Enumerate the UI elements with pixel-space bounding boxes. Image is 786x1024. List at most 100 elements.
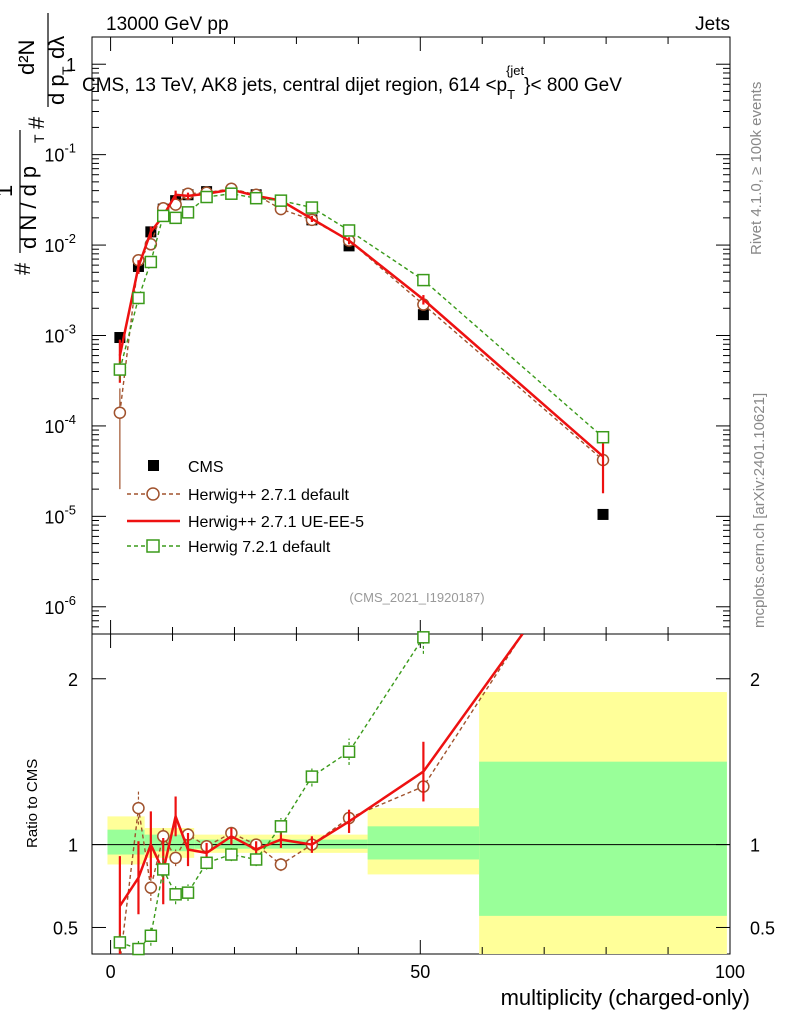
ratio-herwig-pp-default-point — [169, 851, 182, 865]
y-tick-label: 10-4 — [44, 412, 76, 437]
herwig-721-point — [132, 291, 145, 305]
ratio-series-2 — [113, 631, 430, 956]
x-tick-label: 100 — [715, 962, 745, 982]
ratio-herwig-721-point — [200, 856, 213, 870]
ratio-y-tick-label-right: 2 — [750, 670, 760, 690]
header-left: 13000 GeV pp — [106, 14, 229, 35]
ratio-herwig-721-point — [132, 942, 145, 956]
main-axes: 10-6 10-5 10-4 10-3 10-2 10-1 1 — [44, 37, 731, 635]
legend-herwig-pp-ueee5-label: Herwig++ 2.7.1 UE-EE-5 — [188, 514, 364, 531]
series-2 — [118, 187, 605, 494]
ratio-y-tick-label-right: 0.5 — [750, 918, 775, 938]
x-tick-label: 50 — [410, 962, 430, 982]
ratio-herwig-721-point — [225, 848, 238, 861]
herwig-721-point — [200, 190, 213, 204]
svg-text:T: T — [59, 66, 75, 75]
svg-text:d²N: d²N — [14, 40, 39, 75]
mcplots-caption: mcplots.cern.ch [arXiv:2401.10621] — [751, 393, 768, 628]
ratio-herwig-721-point — [156, 863, 170, 876]
ratio-series-line — [120, 634, 524, 954]
ratio-herwig-pp-default-point — [132, 801, 145, 815]
uncertainty-band-inner — [367, 826, 480, 860]
main-y-axis-label: # d N / d p T 1 # d p T dλ d²N — [0, 13, 75, 275]
ratio-bands — [92, 692, 730, 954]
ratio-series — [113, 631, 524, 956]
series-line — [119, 187, 604, 461]
legend-item-herwig-721: Herwig 7.2.1 default — [127, 539, 331, 556]
y-tick-label: 10-5 — [44, 502, 76, 527]
x-tick-label: 0 — [106, 962, 116, 982]
ratio-y-tick-label-right: 1 — [750, 836, 760, 856]
cms-data-point — [597, 508, 609, 520]
svg-text:#: # — [10, 262, 35, 275]
ratio-series-1 — [118, 634, 524, 954]
svg-text:dλ: dλ — [44, 36, 69, 59]
legend-herwig-721-label: Herwig 7.2.1 default — [188, 539, 331, 556]
herwig-721-point — [305, 201, 319, 214]
series-1 — [113, 182, 610, 490]
series-line — [119, 192, 604, 438]
ratio-herwig-721-point — [417, 631, 430, 644]
legend: CMS Herwig++ 2.7.1 default Herwig++ 2.7.… — [127, 459, 364, 556]
legend-herwig-pp-default-marker — [146, 487, 160, 501]
series-line — [118, 188, 604, 458]
y-tick-label: 10-6 — [44, 593, 76, 618]
legend-item-cms: CMS — [148, 459, 224, 476]
main-series — [113, 182, 610, 520]
cms-data-point — [114, 332, 126, 344]
y-tick-label: 1 — [66, 55, 76, 75]
ratio-series-0 — [120, 634, 524, 954]
ratio-series-line — [119, 636, 424, 950]
ratio-y-tick-label-left: 0.5 — [53, 918, 78, 938]
ratio-herwig-721-point — [181, 886, 195, 899]
series-3 — [113, 187, 610, 444]
ratio-herwig-721-point — [113, 936, 127, 949]
herwig-721-point — [417, 273, 430, 287]
ratio-herwig-721-point — [305, 770, 319, 783]
ratio-herwig-721-point — [169, 888, 182, 901]
legend-cms-label: CMS — [188, 459, 224, 476]
legend-item-herwig-pp-default: Herwig++ 2.7.1 default — [127, 487, 350, 504]
cms-data-point — [417, 309, 429, 321]
herwig-721-point — [596, 430, 610, 444]
uncertainty-band-inner — [479, 761, 727, 916]
ratio-series-line — [118, 634, 524, 907]
svg-text:T: T — [31, 134, 47, 143]
ratio-herwig-pp-default-point — [144, 881, 158, 894]
legend-cms-marker — [148, 460, 159, 471]
herwig-721-point — [181, 206, 195, 219]
y-tick-label: 10-1 — [44, 141, 76, 166]
herwig-721-point — [249, 191, 263, 205]
rivet-caption: Rivet 4.1.0, ≥ 100k events — [748, 82, 765, 255]
x-axis-label: multiplicity (charged-only) — [501, 985, 750, 1010]
ratio-herwig-pp-default-point — [274, 858, 288, 871]
herwig-721-point — [274, 194, 288, 207]
ratio-herwig-721-point — [342, 745, 356, 758]
chart-title: CMS, 13 TeV, AK8 jets, central dijet reg… — [82, 63, 622, 102]
analysis-watermark: (CMS_2021_I1920187) — [349, 590, 484, 605]
legend-herwig-pp-default-label: Herwig++ 2.7.1 default — [188, 487, 350, 504]
ratio-y-tick-label-left: 1 — [68, 836, 78, 856]
svg-text:1: 1 — [0, 185, 17, 197]
herwig-pp-default-point — [113, 406, 127, 419]
herwig-721-point — [113, 363, 127, 376]
ratio-axes: 0.5 0.5 1 1 2 2 0 50 100 — [53, 634, 775, 982]
legend-item-herwig-pp-ueee5: Herwig++ 2.7.1 UE-EE-5 — [127, 514, 364, 531]
herwig-721-point — [169, 211, 182, 225]
ratio-y-axis-label: Ratio to CMS — [24, 759, 41, 848]
y-tick-label: 10-3 — [44, 322, 76, 347]
y-tick-label: 10-2 — [44, 231, 76, 256]
herwig-721-point — [156, 209, 170, 223]
header-right: Jets — [695, 14, 730, 35]
ratio-y-tick-label-left: 2 — [68, 670, 78, 690]
ratio-herwig-721-point — [274, 820, 288, 833]
herwig-721-point — [342, 224, 356, 237]
ratio-herwig-721-point — [249, 853, 263, 866]
legend-herwig-721-marker — [146, 539, 160, 553]
ratio-herwig-721-point — [144, 929, 158, 943]
ratio-plot-frame — [91, 633, 731, 955]
svg-text:#: # — [24, 116, 49, 129]
herwig-721-point — [225, 187, 238, 200]
herwig-721-point — [144, 255, 158, 269]
